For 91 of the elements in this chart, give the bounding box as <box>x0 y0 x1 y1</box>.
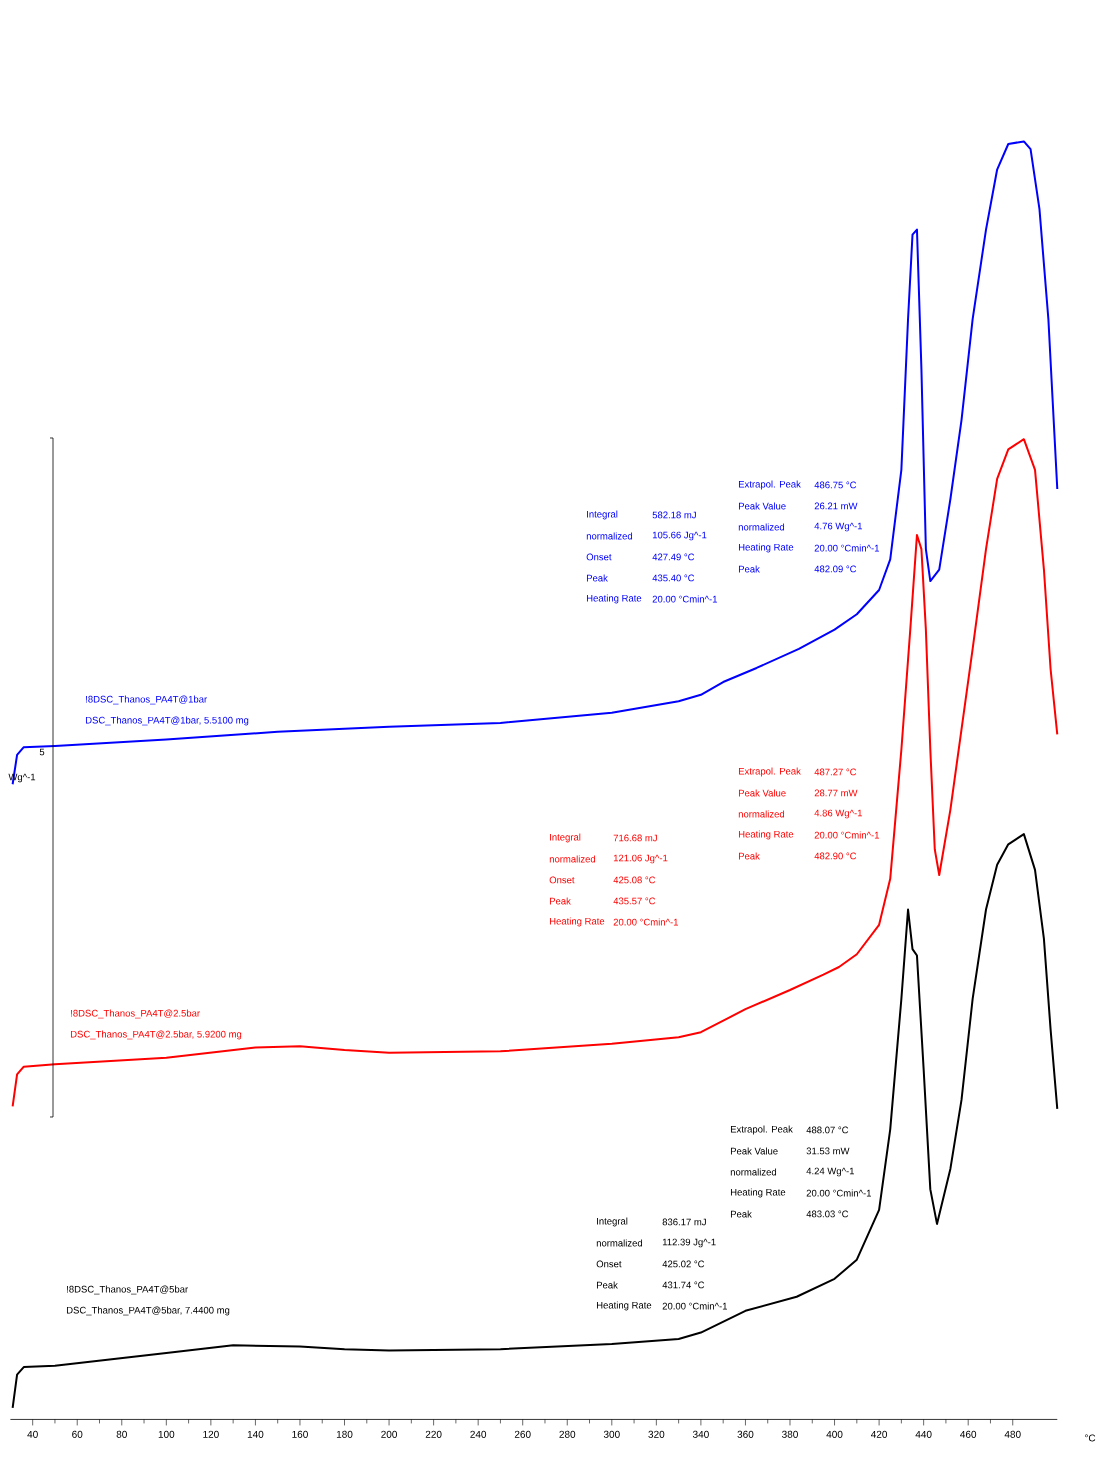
x-tick-label: 340 <box>692 1430 709 1438</box>
x-tick-label: 360 <box>737 1430 754 1438</box>
annotation: 4.86 Wg^-1 <box>814 809 863 819</box>
annotation: 20.00 °Cmin^-1 <box>613 918 678 926</box>
annotation: Onset <box>586 553 612 561</box>
x-tick-label: 200 <box>381 1430 398 1438</box>
text: !8DSC_Thanos_PA4T@5bar <box>67 1285 188 1295</box>
annotation: 582.18 mJ <box>652 511 696 519</box>
annotation: Integral <box>587 510 618 520</box>
annotation: Onset <box>596 1260 622 1268</box>
annotation: 487.27 °C <box>814 768 857 776</box>
annotation: normalized <box>596 1239 643 1247</box>
x-tick-label: 460 <box>960 1430 977 1438</box>
annotation: Integral <box>550 833 581 843</box>
x-tick-label: 440 <box>915 1430 932 1438</box>
x-tick-label: 260 <box>514 1430 531 1438</box>
annotation: 31.53 mW <box>806 1147 850 1155</box>
annotation: 483.03 °C <box>806 1210 849 1218</box>
annotation: Peak <box>596 1281 618 1289</box>
annotation: Peak Value <box>730 1147 778 1155</box>
annotation: normalized <box>549 855 596 863</box>
annotation: Heating Rate <box>549 917 605 927</box>
x-tick-label: 40 <box>27 1430 38 1438</box>
annotation: Peak <box>738 852 760 860</box>
x-tick-label: 300 <box>603 1430 620 1438</box>
annotation: 28.77 mW <box>814 789 858 797</box>
x-tick-label: 220 <box>425 1430 442 1438</box>
annotation: 20.00 °Cmin^-1 <box>814 544 879 552</box>
annotation: Peak <box>730 1210 752 1218</box>
annotation: 482.90 °C <box>814 852 857 860</box>
annotation: Peak Value <box>738 789 786 797</box>
annotation: 431.74 °C <box>662 1281 705 1289</box>
annotation: DSC_Thanos_PA4T@2.5bar, 5.9200 mg <box>70 1030 242 1040</box>
annotation: Extrapol. Peak <box>738 767 801 777</box>
x-tick-label: 240 <box>470 1430 487 1438</box>
annotation: DSC_Thanos_PA4T@5bar, 7.4400 mg <box>66 1306 230 1316</box>
annotation: normalized <box>738 523 785 531</box>
x-tick-label: 400 <box>826 1430 843 1438</box>
annotation: Integral <box>597 1217 628 1227</box>
annotation: 427.49 °C <box>652 553 695 561</box>
annotation: Extrapol. Peak <box>738 480 801 490</box>
text: !8DSC_Thanos_PA4T@2.5bar <box>71 1009 200 1019</box>
annotation: 20.00 °Cmin^-1 <box>814 831 879 839</box>
annotation: Heating Rate <box>730 1188 786 1198</box>
x-tick-label: 60 <box>72 1430 83 1438</box>
annotation: 716.68 mJ <box>613 834 657 842</box>
annotation: Heating Rate <box>596 1301 652 1311</box>
annotation: Extrapol. Peak <box>730 1125 793 1135</box>
x-tick-label: 120 <box>203 1430 219 1438</box>
annotation: 435.57 °C <box>613 897 656 905</box>
x-tick-label: 280 <box>559 1430 576 1438</box>
annotation: 435.40 °C <box>652 574 695 582</box>
annotation: normalized <box>738 810 785 818</box>
annotation: normalized <box>730 1168 777 1176</box>
annotation: DSC_Thanos_PA4T@1bar, 5.5100 mg <box>85 716 249 726</box>
annotation: Heating Rate <box>738 543 794 553</box>
annotation: 26.21 mW <box>814 502 858 510</box>
text: !8DSC_Thanos_PA4T@1bar <box>86 695 207 705</box>
annotation: Onset <box>549 876 575 884</box>
annotation: 5 <box>39 748 45 756</box>
annotation: 121.06 Jg^-1 <box>613 854 668 864</box>
x-tick-label: 140 <box>247 1430 264 1438</box>
annotation: 20.00 °Cmin^-1 <box>662 1302 727 1310</box>
x-axis-title: °C <box>1084 1434 1096 1442</box>
annotation: 20.00 °Cmin^-1 <box>652 595 717 603</box>
x-tick-label: 320 <box>648 1430 665 1438</box>
annotation: Peak <box>586 574 608 582</box>
annotation: 836.17 mJ <box>662 1218 706 1226</box>
annotation: 425.08 °C <box>613 876 656 884</box>
annotation: 425.02 °C <box>662 1260 705 1268</box>
annotation: 112.39 Jg^-1 <box>662 1238 716 1248</box>
annotation: 4.76 Wg^-1 <box>814 522 863 532</box>
x-tick-label: 480 <box>1004 1430 1021 1438</box>
annotation: 488.07 °C <box>806 1126 849 1134</box>
annotation: Peak <box>549 897 571 905</box>
x-tick-label: 80 <box>116 1430 127 1438</box>
x-tick-label: 160 <box>292 1430 308 1438</box>
annotation: normalized <box>586 532 633 540</box>
annotation: Peak Value <box>738 502 786 510</box>
annotation: 4.24 Wg^-1 <box>806 1167 855 1177</box>
x-tick-label: 420 <box>870 1430 888 1438</box>
x-tick-label: 380 <box>782 1430 798 1438</box>
annotation: 105.66 Jg^-1 <box>652 531 707 541</box>
annotation: 486.75 °C <box>814 481 857 489</box>
annotation: Peak <box>738 565 760 573</box>
annotation: 482.09 °C <box>814 565 857 573</box>
x-tick-label: 180 <box>336 1430 353 1438</box>
annotation: Heating Rate <box>586 594 642 604</box>
annotation: 20.00 °Cmin^-1 <box>806 1189 871 1197</box>
annotation: Heating Rate <box>738 830 794 840</box>
x-tick-label: 100 <box>158 1430 175 1438</box>
